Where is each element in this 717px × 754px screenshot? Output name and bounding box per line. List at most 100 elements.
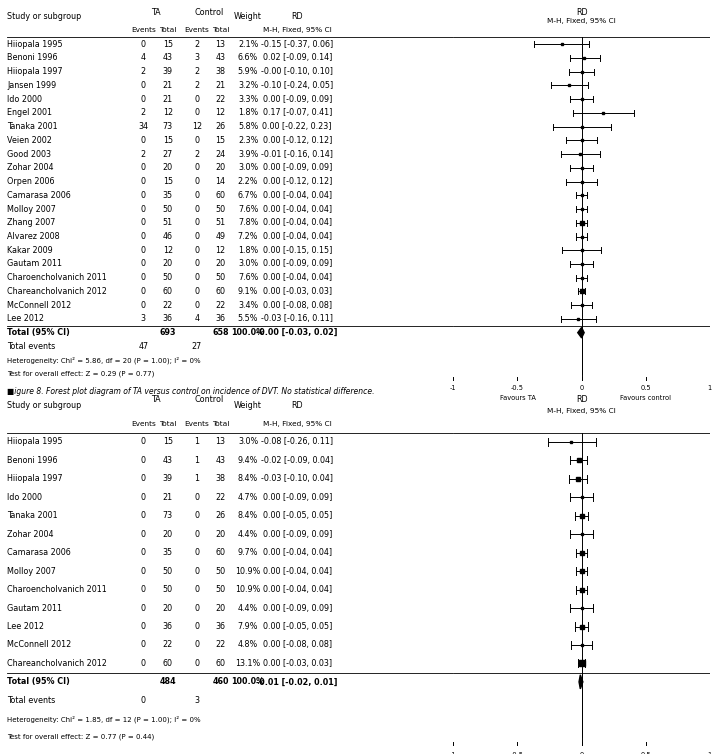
Text: 27: 27 [163, 149, 173, 158]
Text: 43: 43 [215, 456, 225, 465]
Text: 0: 0 [141, 204, 146, 213]
Text: Tanaka 2001: Tanaka 2001 [7, 122, 58, 131]
Text: 1: 1 [708, 752, 712, 754]
Text: 0: 0 [194, 622, 199, 631]
Text: Benoni 1996: Benoni 1996 [7, 54, 57, 63]
Text: -0.15 [-0.37, 0.06]: -0.15 [-0.37, 0.06] [261, 40, 333, 49]
Text: 0: 0 [141, 640, 146, 649]
Text: 10.9%: 10.9% [235, 585, 261, 594]
Text: Test for overall effect: Z = 0.77 (P = 0.44): Test for overall effect: Z = 0.77 (P = 0… [7, 734, 154, 740]
Text: 50: 50 [163, 585, 173, 594]
Text: 50: 50 [215, 567, 226, 575]
Text: 1.8%: 1.8% [238, 246, 258, 255]
Text: 60: 60 [215, 287, 225, 296]
Text: Veien 2002: Veien 2002 [7, 136, 52, 145]
Text: 1: 1 [708, 385, 712, 391]
Text: 13: 13 [215, 40, 225, 49]
Text: 1.8%: 1.8% [238, 109, 258, 118]
Text: 73: 73 [163, 122, 173, 131]
Text: 0: 0 [194, 511, 199, 520]
Text: 0.5: 0.5 [640, 752, 651, 754]
Text: 0.00 [-0.09, 0.09]: 0.00 [-0.09, 0.09] [262, 94, 332, 103]
Text: 0: 0 [141, 456, 146, 465]
Text: 0: 0 [141, 191, 146, 200]
Text: Events: Events [131, 421, 156, 427]
Text: 7.9%: 7.9% [238, 622, 258, 631]
Text: 3: 3 [194, 54, 199, 63]
Text: 0: 0 [141, 164, 146, 173]
Text: 60: 60 [215, 191, 225, 200]
Text: 5.8%: 5.8% [238, 122, 258, 131]
Text: Ido 2000: Ido 2000 [7, 94, 42, 103]
Text: 12: 12 [215, 109, 226, 118]
Text: -0.03 [-0.16, 0.11]: -0.03 [-0.16, 0.11] [261, 314, 333, 323]
Text: 0: 0 [141, 659, 146, 668]
Text: 47: 47 [138, 342, 148, 351]
Text: 3: 3 [141, 314, 146, 323]
Text: 8.4%: 8.4% [238, 474, 258, 483]
Text: 6.6%: 6.6% [238, 54, 258, 63]
Text: 0: 0 [141, 548, 146, 557]
Text: 0: 0 [194, 177, 199, 186]
Text: M-H, Fixed, 95% CI: M-H, Fixed, 95% CI [547, 18, 616, 24]
Text: 0: 0 [579, 752, 584, 754]
Text: 0: 0 [194, 218, 199, 227]
Text: Hiiopala 1997: Hiiopala 1997 [7, 67, 63, 76]
Text: 9.1%: 9.1% [238, 287, 258, 296]
Text: 73: 73 [163, 511, 173, 520]
Text: 26: 26 [215, 122, 226, 131]
Text: Gautam 2011: Gautam 2011 [7, 259, 62, 268]
Text: 7.8%: 7.8% [238, 218, 258, 227]
Text: 0: 0 [141, 94, 146, 103]
Text: 0.00 [-0.04, 0.04]: 0.00 [-0.04, 0.04] [262, 273, 332, 282]
Text: RD: RD [291, 12, 303, 21]
Text: Camarasa 2006: Camarasa 2006 [7, 191, 71, 200]
Text: TA: TA [151, 395, 161, 404]
Text: 22: 22 [215, 493, 226, 502]
Text: 0: 0 [194, 530, 199, 539]
Text: 0: 0 [194, 548, 199, 557]
Text: 15: 15 [215, 136, 226, 145]
Text: 4: 4 [141, 54, 146, 63]
Text: 36: 36 [215, 622, 225, 631]
Text: 0.02 [-0.09, 0.14]: 0.02 [-0.09, 0.14] [262, 54, 332, 63]
Text: 20: 20 [163, 530, 173, 539]
Text: 0: 0 [141, 622, 146, 631]
Text: 20: 20 [163, 603, 173, 612]
Text: 0: 0 [141, 603, 146, 612]
Text: Lee 2012: Lee 2012 [7, 622, 44, 631]
Text: 4.8%: 4.8% [238, 640, 258, 649]
Text: 51: 51 [215, 218, 226, 227]
Text: 100.0%: 100.0% [232, 328, 265, 337]
Text: 13.1%: 13.1% [235, 659, 261, 668]
Text: 22: 22 [215, 94, 226, 103]
Text: Benoni 1996: Benoni 1996 [7, 456, 57, 465]
Text: 10.9%: 10.9% [235, 567, 261, 575]
Text: 22: 22 [163, 640, 173, 649]
Text: 0: 0 [141, 696, 146, 705]
Text: 0.00 [-0.09, 0.09]: 0.00 [-0.09, 0.09] [262, 259, 332, 268]
Text: 3.3%: 3.3% [238, 94, 258, 103]
Polygon shape [578, 327, 584, 338]
Text: 0: 0 [194, 301, 199, 310]
Text: RD: RD [291, 400, 303, 409]
Text: 0: 0 [141, 287, 146, 296]
Text: 2.1%: 2.1% [238, 40, 258, 49]
Text: Total (95% CI): Total (95% CI) [7, 328, 70, 337]
Text: Total: Total [159, 421, 176, 427]
Text: Total: Total [159, 27, 176, 33]
Text: 1: 1 [194, 437, 199, 446]
Text: RD: RD [576, 395, 587, 404]
Text: 0.00 [-0.22, 0.23]: 0.00 [-0.22, 0.23] [262, 122, 332, 131]
Text: 50: 50 [163, 204, 173, 213]
Text: M-H, Fixed, 95% CI: M-H, Fixed, 95% CI [263, 27, 331, 33]
Text: -0.08 [-0.26, 0.11]: -0.08 [-0.26, 0.11] [261, 437, 333, 446]
Text: 1: 1 [194, 474, 199, 483]
Text: 43: 43 [215, 54, 225, 63]
Text: 12: 12 [163, 246, 173, 255]
Text: 2: 2 [194, 81, 199, 90]
Text: Molloy 2007: Molloy 2007 [7, 567, 56, 575]
Text: 60: 60 [215, 659, 225, 668]
Text: 0: 0 [141, 218, 146, 227]
Text: 15: 15 [163, 177, 173, 186]
